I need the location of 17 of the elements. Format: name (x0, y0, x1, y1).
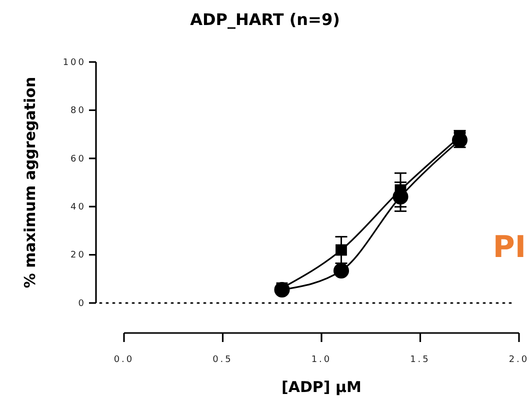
point (333, 262, 350, 278)
annotation: PI (492, 230, 526, 265)
y-axis-title: % maximum aggregation (21, 76, 39, 288)
y-tick-label: 60 (70, 154, 86, 164)
y-tick-label: 100 (62, 58, 86, 68)
y-tick-label: 0 (78, 298, 86, 309)
x-tick-label: 1.0 (311, 355, 332, 365)
y-tick-label: 20 (70, 250, 86, 261)
y-tick-label: 80 (70, 106, 86, 116)
x-tick-label: 0.5 (212, 355, 233, 365)
x-tick-label: 1.5 (410, 355, 430, 365)
y-tick-label: 40 (70, 202, 86, 212)
x-tick-label: 2.0 (508, 355, 530, 365)
x-tick-label: 0.0 (114, 355, 134, 365)
x-axis-title: [ADP] µM (282, 378, 362, 396)
point (336, 244, 347, 256)
chart-title: ADP_HART (n=9) (190, 10, 340, 29)
